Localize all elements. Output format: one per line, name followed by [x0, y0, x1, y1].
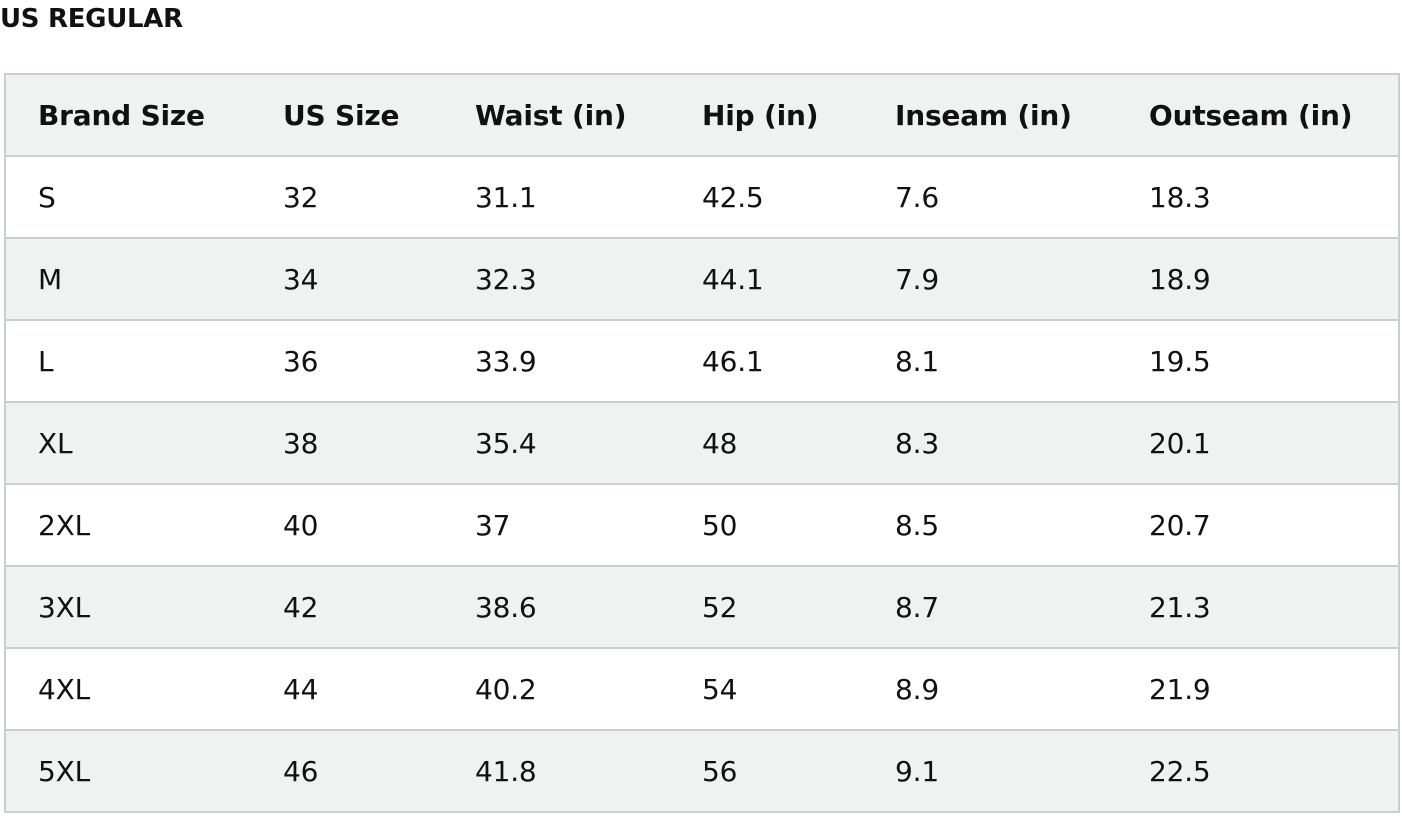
table-header-row: Brand Size US Size Waist (in) Hip (in) I…	[4, 73, 1400, 157]
cell-brand-size: XL	[4, 401, 251, 485]
cell-hip: 52	[670, 565, 863, 649]
cell-outseam: 21.3	[1117, 565, 1400, 649]
cell-inseam: 8.9	[863, 647, 1117, 731]
cell-outseam: 20.1	[1117, 401, 1400, 485]
cell-inseam: 9.1	[863, 729, 1117, 813]
cell-hip: 54	[670, 647, 863, 731]
cell-hip: 56	[670, 729, 863, 813]
cell-outseam: 22.5	[1117, 729, 1400, 813]
cell-brand-size: L	[4, 319, 251, 403]
cell-waist: 40.2	[443, 647, 670, 731]
table-row: 4XL 44 40.2 54 8.9 21.9	[4, 647, 1400, 731]
cell-inseam: 8.3	[863, 401, 1117, 485]
cell-waist: 35.4	[443, 401, 670, 485]
cell-hip: 44.1	[670, 237, 863, 321]
cell-outseam: 21.9	[1117, 647, 1400, 731]
column-header-brand-size: Brand Size	[4, 73, 251, 157]
table-row: XL 38 35.4 48 8.3 20.1	[4, 401, 1400, 485]
cell-us-size: 34	[251, 237, 443, 321]
cell-inseam: 7.6	[863, 155, 1117, 239]
table-row: 5XL 46 41.8 56 9.1 22.5	[4, 729, 1400, 813]
cell-us-size: 36	[251, 319, 443, 403]
size-chart-table: Brand Size US Size Waist (in) Hip (in) I…	[4, 73, 1400, 813]
cell-us-size: 44	[251, 647, 443, 731]
cell-inseam: 7.9	[863, 237, 1117, 321]
cell-inseam: 8.7	[863, 565, 1117, 649]
cell-hip: 50	[670, 483, 863, 567]
column-header-outseam: Outseam (in)	[1117, 73, 1400, 157]
cell-brand-size: 3XL	[4, 565, 251, 649]
cell-waist: 41.8	[443, 729, 670, 813]
cell-outseam: 19.5	[1117, 319, 1400, 403]
cell-us-size: 46	[251, 729, 443, 813]
cell-brand-size: 2XL	[4, 483, 251, 567]
cell-brand-size: 5XL	[4, 729, 251, 813]
column-header-hip: Hip (in)	[670, 73, 863, 157]
cell-outseam: 18.9	[1117, 237, 1400, 321]
cell-us-size: 32	[251, 155, 443, 239]
cell-us-size: 38	[251, 401, 443, 485]
cell-inseam: 8.5	[863, 483, 1117, 567]
cell-waist: 38.6	[443, 565, 670, 649]
cell-outseam: 18.3	[1117, 155, 1400, 239]
cell-outseam: 20.7	[1117, 483, 1400, 567]
table-row: M 34 32.3 44.1 7.9 18.9	[4, 237, 1400, 321]
cell-hip: 46.1	[670, 319, 863, 403]
cell-waist: 33.9	[443, 319, 670, 403]
cell-waist: 31.1	[443, 155, 670, 239]
column-header-waist: Waist (in)	[443, 73, 670, 157]
section-title: US REGULAR	[0, 4, 183, 34]
table-row: L 36 33.9 46.1 8.1 19.5	[4, 319, 1400, 403]
cell-hip: 42.5	[670, 155, 863, 239]
cell-waist: 37	[443, 483, 670, 567]
cell-us-size: 42	[251, 565, 443, 649]
cell-brand-size: 4XL	[4, 647, 251, 731]
cell-hip: 48	[670, 401, 863, 485]
table-row: 2XL 40 37 50 8.5 20.7	[4, 483, 1400, 567]
table-row: S 32 31.1 42.5 7.6 18.3	[4, 155, 1400, 239]
column-header-inseam: Inseam (in)	[863, 73, 1117, 157]
column-header-us-size: US Size	[251, 73, 443, 157]
cell-brand-size: M	[4, 237, 251, 321]
cell-us-size: 40	[251, 483, 443, 567]
table-row: 3XL 42 38.6 52 8.7 21.3	[4, 565, 1400, 649]
cell-inseam: 8.1	[863, 319, 1117, 403]
cell-brand-size: S	[4, 155, 251, 239]
cell-waist: 32.3	[443, 237, 670, 321]
